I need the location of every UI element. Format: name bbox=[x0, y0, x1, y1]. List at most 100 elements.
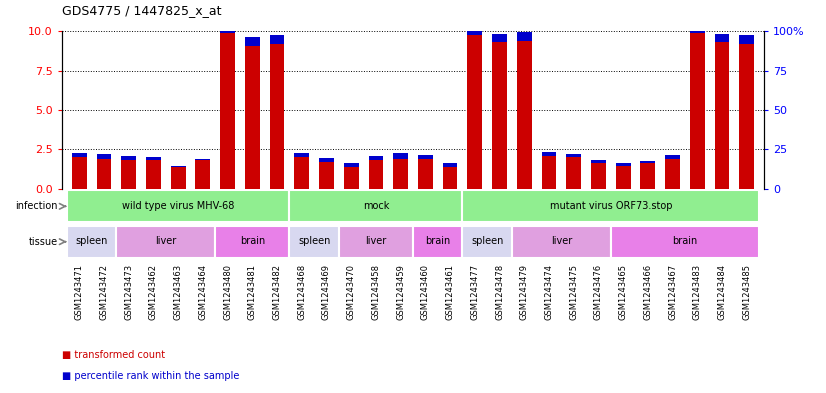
Text: GSM1243470: GSM1243470 bbox=[347, 264, 356, 320]
Text: GSM1243462: GSM1243462 bbox=[149, 264, 158, 320]
Text: liver: liver bbox=[155, 236, 177, 246]
Bar bbox=[67, 190, 289, 222]
Bar bbox=[463, 190, 759, 222]
Text: GSM1243461: GSM1243461 bbox=[445, 264, 454, 320]
Text: brain: brain bbox=[240, 236, 265, 246]
Bar bbox=[146, 160, 161, 189]
Bar bbox=[665, 155, 680, 159]
Bar bbox=[610, 226, 759, 258]
Bar bbox=[269, 44, 284, 189]
Text: GSM1243474: GSM1243474 bbox=[544, 264, 553, 320]
Bar bbox=[368, 156, 383, 160]
Bar bbox=[463, 226, 512, 258]
Bar bbox=[221, 33, 235, 189]
Text: GSM1243475: GSM1243475 bbox=[569, 264, 578, 320]
Text: GSM1243471: GSM1243471 bbox=[75, 264, 83, 320]
Bar bbox=[517, 32, 532, 41]
Text: spleen: spleen bbox=[298, 236, 330, 246]
Bar bbox=[739, 44, 754, 189]
Bar bbox=[196, 159, 211, 160]
Text: GSM1243467: GSM1243467 bbox=[668, 264, 677, 320]
Text: GSM1243465: GSM1243465 bbox=[619, 264, 628, 320]
Text: GSM1243460: GSM1243460 bbox=[421, 264, 430, 320]
Bar bbox=[216, 226, 289, 258]
Bar bbox=[319, 162, 334, 189]
Bar bbox=[468, 35, 482, 189]
Text: tissue: tissue bbox=[29, 237, 58, 247]
Bar bbox=[97, 159, 112, 189]
Text: GSM1243468: GSM1243468 bbox=[297, 264, 306, 320]
Text: GSM1243481: GSM1243481 bbox=[248, 264, 257, 320]
Bar bbox=[512, 226, 610, 258]
Bar bbox=[72, 157, 87, 189]
Text: brain: brain bbox=[672, 236, 698, 246]
Bar bbox=[393, 159, 408, 189]
Bar bbox=[517, 41, 532, 189]
Text: GSM1243458: GSM1243458 bbox=[372, 264, 381, 320]
Bar bbox=[121, 156, 136, 160]
Text: GSM1243459: GSM1243459 bbox=[396, 264, 405, 320]
Bar bbox=[294, 153, 309, 157]
Bar bbox=[640, 163, 655, 189]
Bar bbox=[640, 161, 655, 163]
Text: spleen: spleen bbox=[471, 236, 503, 246]
Bar bbox=[171, 166, 186, 167]
Bar bbox=[319, 158, 334, 162]
Bar bbox=[72, 153, 87, 157]
Bar bbox=[615, 166, 630, 189]
Bar bbox=[339, 226, 413, 258]
Text: brain: brain bbox=[425, 236, 450, 246]
Text: GDS4775 / 1447825_x_at: GDS4775 / 1447825_x_at bbox=[62, 4, 221, 17]
Bar bbox=[67, 226, 116, 258]
Bar bbox=[443, 167, 458, 189]
Bar bbox=[244, 37, 259, 46]
Bar bbox=[244, 46, 259, 189]
Bar bbox=[690, 33, 705, 189]
Bar bbox=[146, 157, 161, 160]
Bar bbox=[418, 159, 433, 189]
Bar bbox=[615, 163, 630, 166]
Text: liver: liver bbox=[551, 236, 572, 246]
Text: GSM1243478: GSM1243478 bbox=[495, 264, 504, 320]
Bar bbox=[368, 160, 383, 189]
Bar bbox=[289, 190, 463, 222]
Bar bbox=[269, 35, 284, 44]
Bar bbox=[97, 154, 112, 159]
Text: GSM1243464: GSM1243464 bbox=[198, 264, 207, 320]
Text: GSM1243473: GSM1243473 bbox=[124, 264, 133, 320]
Bar bbox=[468, 25, 482, 35]
Text: GSM1243479: GSM1243479 bbox=[520, 264, 529, 320]
Bar bbox=[121, 160, 136, 189]
Bar bbox=[418, 155, 433, 159]
Text: GSM1243484: GSM1243484 bbox=[718, 264, 727, 320]
Bar bbox=[567, 154, 582, 157]
Bar bbox=[665, 159, 680, 189]
Text: ■ transformed count: ■ transformed count bbox=[62, 350, 165, 360]
Text: GSM1243463: GSM1243463 bbox=[173, 264, 183, 320]
Text: GSM1243480: GSM1243480 bbox=[223, 264, 232, 320]
Bar bbox=[289, 226, 339, 258]
Bar bbox=[196, 160, 211, 189]
Text: GSM1243476: GSM1243476 bbox=[594, 264, 603, 320]
Bar bbox=[443, 163, 458, 167]
Bar bbox=[542, 156, 557, 189]
Text: GSM1243469: GSM1243469 bbox=[322, 264, 331, 320]
Bar bbox=[221, 24, 235, 33]
Bar bbox=[492, 34, 507, 42]
Bar bbox=[116, 226, 216, 258]
Text: GSM1243482: GSM1243482 bbox=[273, 264, 282, 320]
Text: infection: infection bbox=[16, 201, 58, 211]
Bar bbox=[344, 163, 358, 167]
Bar bbox=[739, 35, 754, 44]
Bar bbox=[413, 226, 463, 258]
Text: mutant virus ORF73.stop: mutant virus ORF73.stop bbox=[549, 200, 672, 211]
Text: wild type virus MHV-68: wild type virus MHV-68 bbox=[122, 200, 235, 211]
Bar bbox=[714, 42, 729, 189]
Text: mock: mock bbox=[363, 200, 389, 211]
Bar bbox=[591, 160, 605, 163]
Text: liver: liver bbox=[365, 236, 387, 246]
Bar bbox=[591, 163, 605, 189]
Bar bbox=[542, 152, 557, 156]
Bar bbox=[294, 157, 309, 189]
Bar bbox=[690, 24, 705, 33]
